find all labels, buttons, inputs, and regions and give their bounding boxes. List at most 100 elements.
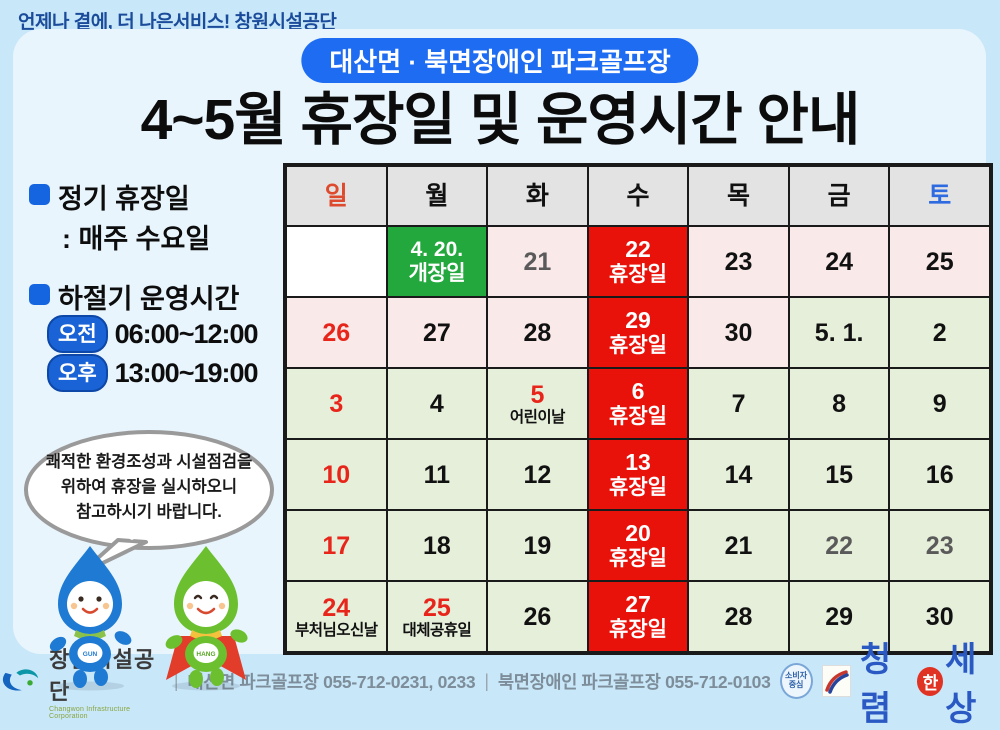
day-note: 부처님오신날 xyxy=(295,621,378,639)
day-number: 6 xyxy=(631,377,645,404)
day-note: 휴장일 xyxy=(609,404,667,428)
calendar-cell: 12 xyxy=(487,439,588,510)
bubble-line-1: 쾌적한 환경조성과 시설점검을 xyxy=(45,453,253,471)
calendar-cell: 11 xyxy=(386,439,488,510)
clean-world-logo: 청렴 한 세상 xyxy=(860,632,1000,730)
day-number: 10 xyxy=(322,460,351,489)
regular-closure-value: : 매주 수요일 xyxy=(62,224,211,254)
weekday-header: 월 xyxy=(386,166,488,226)
regular-closure-label: 정기 휴장일 xyxy=(58,184,190,214)
calendar-cell: 26 xyxy=(286,297,387,368)
day-number: 28 xyxy=(724,602,753,631)
day-number: 13 xyxy=(625,448,651,475)
calendar-cell: 3 xyxy=(286,368,387,439)
calendar-cell: 24 부처님오신날 xyxy=(286,581,387,652)
calendar-cell: 30 xyxy=(889,581,990,652)
calendar-cell: 25 대체공휴일 xyxy=(386,581,488,652)
weekday-header: 토 xyxy=(889,166,990,226)
calendar-cell: 5. 1. xyxy=(788,297,890,368)
calendar-cell: 25 xyxy=(889,226,990,297)
bubble-line-3: 참고하시기 바랍니다. xyxy=(76,503,222,521)
day-number: 21 xyxy=(523,247,552,276)
day-note: 휴장일 xyxy=(609,262,667,286)
org-swoosh-icon xyxy=(2,669,39,691)
calendar-table: 일 월 화 수 목 금 토 4. 20. 개장일 21 22 휴장일 23 24 25 26 27 28 29 휴장일… xyxy=(283,163,993,655)
day-number: 5 xyxy=(530,380,545,409)
day-number: 30 xyxy=(925,602,954,631)
calendar-cell: 23 xyxy=(688,226,789,297)
day-number: 29 xyxy=(625,306,651,333)
day-number: 29 xyxy=(825,602,854,631)
day-number: 12 xyxy=(523,460,552,489)
mascots-illustration: GUN HANG xyxy=(49,546,248,691)
calendar-cell: 10 xyxy=(286,439,387,510)
day-number: 8 xyxy=(832,389,847,418)
calendar-cell: 2 xyxy=(889,297,990,368)
calendar-cell: 22 휴장일 xyxy=(587,226,689,297)
day-number: 4. 20. xyxy=(410,237,464,261)
day-number: 27 xyxy=(422,318,451,347)
morning-pill: 오전 xyxy=(47,315,108,353)
calendar-cell: 4. 20. 개장일 xyxy=(386,226,488,297)
bullet-icon xyxy=(29,284,50,305)
day-number: 24 xyxy=(322,593,351,622)
day-number: 18 xyxy=(422,531,451,560)
footer-separator: | xyxy=(484,670,489,691)
day-number: 24 xyxy=(825,247,854,276)
day-note: 휴장일 xyxy=(609,475,667,499)
calendar-cell: 7 xyxy=(688,368,789,439)
footer-contact-daesan: 대산면 파크골프장 055-712-0231, 0233 xyxy=(187,671,476,692)
bubble-line-2: 위하여 휴장을 실시하오니 xyxy=(60,478,238,496)
day-number: 5. 1. xyxy=(814,318,864,347)
day-number: 20 xyxy=(625,519,651,546)
day-number: 2 xyxy=(932,318,947,347)
svg-text:GUN: GUN xyxy=(83,651,98,658)
day-number: 16 xyxy=(925,460,954,489)
speech-bubble-text: 쾌적한 환경조성과 시설점검을 위하여 휴장을 실시하오니 참고하시기 바랍니다… xyxy=(32,450,266,525)
calendar-cell: 4 xyxy=(386,368,488,439)
weekday-header: 일 xyxy=(286,166,387,226)
calendar-cell: 23 xyxy=(889,510,990,581)
calendar-cell: 17 xyxy=(286,510,387,581)
day-number: 9 xyxy=(932,389,947,418)
svg-text:HANG: HANG xyxy=(196,651,215,658)
day-note: 개장일 xyxy=(408,261,466,285)
cert-line-2: 중심 xyxy=(788,680,804,689)
day-number: 11 xyxy=(423,460,451,489)
speech-bubble-shape xyxy=(24,430,274,576)
day-number: 17 xyxy=(322,531,351,560)
day-note: 휴장일 xyxy=(609,617,667,641)
clean-pre-text: 청렴 xyxy=(859,641,891,728)
calendar-cell: 30 xyxy=(688,297,789,368)
calendar-cell: 27 xyxy=(386,297,488,368)
calendar-cell: 27 휴장일 xyxy=(587,581,689,652)
day-number: 7 xyxy=(731,389,746,418)
day-number: 23 xyxy=(925,531,954,560)
day-number: 22 xyxy=(825,531,854,560)
calendar-cell: 26 xyxy=(487,581,588,652)
cert-line-1: 소비자 xyxy=(785,671,808,681)
calendar-cell: 9 xyxy=(889,368,990,439)
footer-separator: | xyxy=(173,670,179,691)
han-circle-badge: 한 xyxy=(916,666,944,696)
day-number: 25 xyxy=(925,247,954,276)
calendar-cell: 13 휴장일 xyxy=(587,439,689,510)
day-number: 3 xyxy=(329,389,344,418)
calendar-cell: 28 xyxy=(688,581,789,652)
calendar-cell: 28 xyxy=(487,297,588,368)
page-title: 4~5월 휴장일 및 운영시간 안내 xyxy=(140,88,861,152)
day-number: 22 xyxy=(625,235,651,262)
calendar-cell: 19 xyxy=(487,510,588,581)
calendar-cell: 16 xyxy=(889,439,990,510)
calendar-cell xyxy=(286,226,387,297)
day-number: 25 xyxy=(422,593,451,622)
weekday-header: 목 xyxy=(688,166,789,226)
day-note: 어린이날 xyxy=(509,408,566,426)
clean-post-text: 세상 xyxy=(945,641,976,728)
summer-hours-label: 하절기 운영시간 xyxy=(58,284,240,314)
afternoon-time: 13:00~19:00 xyxy=(114,357,259,388)
calendar-cell: 20 휴장일 xyxy=(587,510,689,581)
mascot-hang: HANG xyxy=(165,546,248,688)
day-number: 26 xyxy=(523,602,552,631)
morning-time: 06:00~12:00 xyxy=(114,318,259,349)
